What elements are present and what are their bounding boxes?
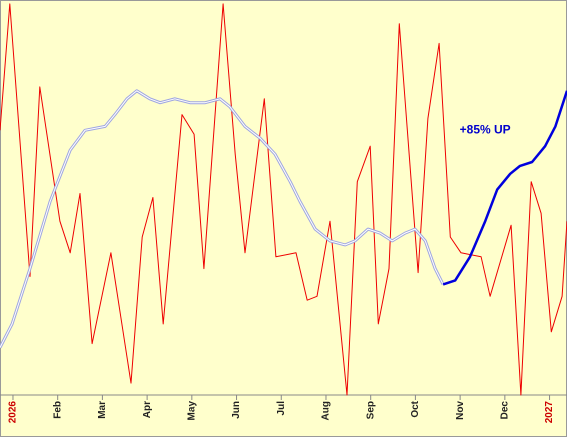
x-tick-label: Dec xyxy=(499,401,510,420)
series-line xyxy=(0,3,567,396)
x-tick-label: Aug xyxy=(321,401,332,420)
x-tick-label: Feb xyxy=(52,401,63,419)
x-tick-label: Sep xyxy=(365,401,376,419)
x-tick-label: May xyxy=(186,401,197,421)
series-line-highlight xyxy=(0,90,444,348)
x-tick-label: Mar xyxy=(97,401,108,419)
x-tick-label: Apr xyxy=(142,401,153,418)
x-tick-label: 2026 xyxy=(8,401,19,424)
annotation: +85% UP xyxy=(460,123,511,137)
series-line xyxy=(442,90,567,286)
x-tick-label: Jun xyxy=(231,401,242,419)
x-tick-label: Nov xyxy=(455,401,466,420)
x-tick-label: Jul xyxy=(276,401,287,416)
x-tick-label: Oct xyxy=(410,400,421,417)
x-tick-label: 2027 xyxy=(544,401,555,424)
